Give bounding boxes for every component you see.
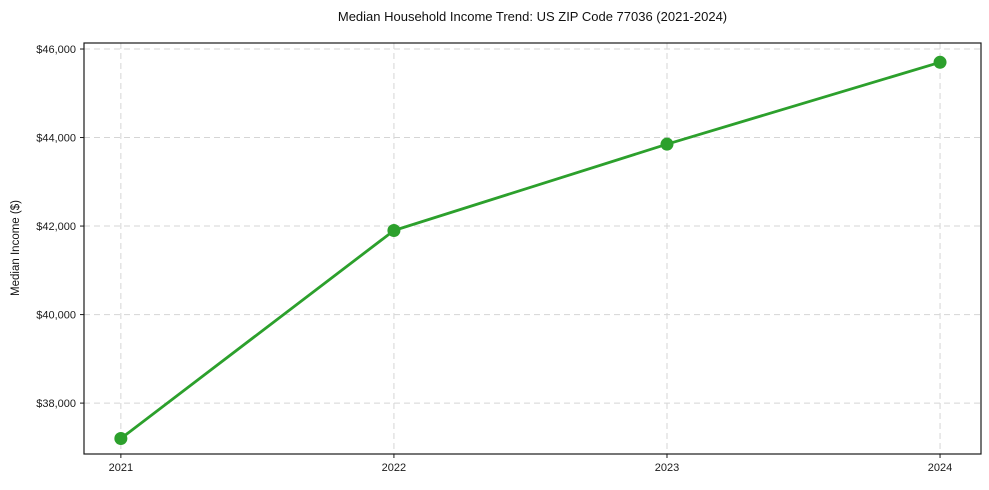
y-tick-label: $46,000 bbox=[36, 44, 76, 56]
data-point-marker bbox=[933, 55, 947, 69]
y-tick-label: $40,000 bbox=[36, 310, 76, 322]
x-tick-label: 2022 bbox=[382, 462, 406, 474]
y-tick-label: $38,000 bbox=[36, 398, 76, 410]
data-point-marker bbox=[660, 137, 674, 151]
chart-title: Median Household Income Trend: US ZIP Co… bbox=[337, 9, 728, 24]
y-tick-label: $44,000 bbox=[36, 133, 76, 145]
x-tick-label: 2021 bbox=[109, 462, 133, 474]
plot-frame bbox=[83, 42, 982, 455]
x-tick-label: 2023 bbox=[655, 462, 679, 474]
x-tick-label: 2024 bbox=[928, 462, 952, 474]
data-point-marker bbox=[114, 432, 128, 446]
data-point-marker bbox=[387, 223, 401, 237]
y-tick-label: $42,000 bbox=[36, 221, 76, 233]
income-trend-line bbox=[119, 60, 942, 440]
